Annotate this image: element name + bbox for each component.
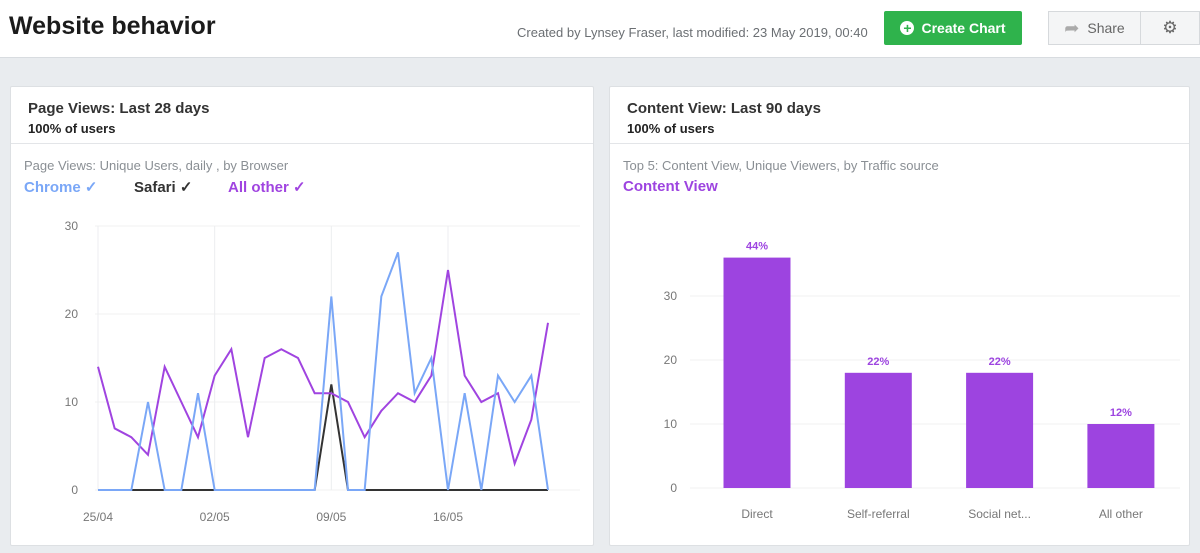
card-subtitle: 100% of users <box>28 121 116 136</box>
settings-button[interactable]: ⚙ <box>1140 11 1200 45</box>
y-tick-label: 10 <box>664 417 678 431</box>
bar <box>1087 424 1155 488</box>
y-tick-label: 30 <box>65 219 79 233</box>
x-tick-label: All other <box>1099 507 1143 521</box>
card-title: Page Views: Last 28 days <box>28 100 210 117</box>
x-tick-label: 25/04 <box>83 510 113 524</box>
x-tick-label: Direct <box>741 507 773 521</box>
bar <box>966 372 1034 488</box>
legend-safari[interactable]: Safari ✓ <box>134 179 193 196</box>
data-label: 22% <box>867 356 889 368</box>
data-label: 44% <box>746 241 768 253</box>
line-chrome <box>98 252 549 491</box>
data-label: 22% <box>989 356 1011 368</box>
share-label: Share <box>1087 20 1125 36</box>
gear-icon: ⚙ <box>1162 18 1178 37</box>
data-label: 12% <box>1110 407 1132 419</box>
x-tick-label: Social net... <box>968 507 1031 521</box>
share-button[interactable]: ➦ Share <box>1048 11 1141 45</box>
y-tick-label: 0 <box>71 483 78 497</box>
share-arrow-icon: ➦ <box>1064 17 1080 38</box>
page-views-card: Page Views: Last 28 days 100% of users Pa… <box>10 86 594 546</box>
y-tick-label: 10 <box>65 395 79 409</box>
bar <box>723 257 791 488</box>
card-subtitle: 100% of users <box>627 121 715 136</box>
legend: Chrome ✓ Safari ✓ All other ✓ <box>24 178 306 196</box>
page-title: Website behavior <box>9 12 216 40</box>
y-tick-label: 20 <box>664 353 678 367</box>
modified-info: Created by Lynsey Fraser, last modified:… <box>517 25 868 40</box>
y-tick-label: 0 <box>670 481 677 495</box>
card-title: Content View: Last 90 days <box>627 100 821 117</box>
bar <box>844 372 912 488</box>
legend-label: Content View <box>623 178 718 195</box>
x-tick-label: 16/05 <box>433 510 463 524</box>
create-chart-label: Create Chart <box>921 20 1006 36</box>
chart-description: Top 5: Content View, Unique Viewers, by … <box>623 158 939 173</box>
legend-content-view[interactable]: Content View <box>623 178 718 195</box>
y-tick-label: 20 <box>65 307 79 321</box>
chart-description: Page Views: Unique Users, daily , by Bro… <box>24 158 289 173</box>
plus-circle-icon: + <box>900 21 915 35</box>
x-tick-label: 09/05 <box>316 510 346 524</box>
x-tick-label: Self-referral <box>847 507 910 521</box>
y-tick-label: 30 <box>664 289 678 303</box>
create-chart-button[interactable]: + Create Chart <box>884 11 1022 45</box>
x-tick-label: 02/05 <box>200 510 230 524</box>
legend-all-other[interactable]: All other ✓ <box>228 179 306 196</box>
legend-chrome[interactable]: Chrome ✓ <box>24 179 98 196</box>
header: Website behavior Created by Lynsey Frase… <box>0 0 1200 58</box>
